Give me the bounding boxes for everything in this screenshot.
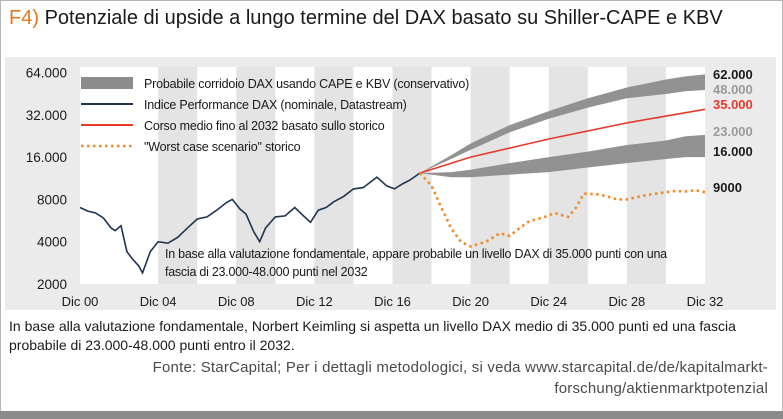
- end-label: 23.000: [713, 124, 753, 139]
- y-tick-label: 16.000: [26, 150, 67, 165]
- legend-swatch-corridor: [81, 77, 133, 89]
- legend-label: "Worst case scenario" storico: [144, 140, 301, 154]
- annotation-line: In base alla valutazione fondamentale, a…: [165, 247, 667, 261]
- x-tick-label: Dic 08: [218, 294, 255, 309]
- x-tick-label: Dic 28: [608, 294, 645, 309]
- x-tick-label: Dic 04: [140, 294, 177, 309]
- annotation-line: fascia di 23.000-48.000 punti nel 2032: [165, 265, 368, 279]
- x-tick-label: Dic 20: [452, 294, 489, 309]
- bottom-rule: [0, 411, 783, 419]
- y-tick-label: 2000: [37, 277, 67, 292]
- x-tick-label: Dic 12: [296, 294, 333, 309]
- chart-title: F4) Potenziale di upside a lungo termine…: [9, 7, 723, 30]
- end-label: 9000: [713, 180, 742, 195]
- shaded-band: [158, 67, 198, 284]
- legend-label: Probabile corridoio DAX usando CAPE e KB…: [144, 77, 469, 91]
- corridor-upper-band: [419, 74, 705, 174]
- dax-chart: 2000 4000 8000 16.000 32.000 64.000 Dic 00 Dic …: [26, 65, 753, 309]
- corridor-lower-band: [419, 134, 705, 178]
- dax-index-line: [79, 172, 421, 275]
- figure-title: Potenziale di upside a lungo termine del…: [44, 7, 723, 29]
- y-tick-label: 32.000: [26, 108, 67, 123]
- x-tick-label: Dic 32: [687, 294, 724, 309]
- x-tick-label: Dic 00: [62, 294, 99, 309]
- chart-caption: In base alla valutazione fondamentale, N…: [9, 318, 736, 353]
- shaded-band: [392, 67, 432, 284]
- legend-label: Indice Performance DAX (nominale, Datast…: [144, 98, 407, 112]
- x-tick-label: Dic 24: [530, 294, 567, 309]
- y-tick-label: 4000: [37, 235, 67, 250]
- figure-tag: F4): [9, 7, 39, 29]
- shaded-band: [236, 67, 276, 284]
- x-tick-label: Dic 16: [374, 294, 411, 309]
- end-label: 35.000: [713, 97, 753, 112]
- worst-case-line: [418, 172, 706, 248]
- legend-label: Corso medio fino al 2032 basato sullo st…: [144, 119, 385, 133]
- shaded-band: [314, 67, 354, 284]
- source-note: Fonte: StarCapital; Per i dettagli metod…: [152, 359, 768, 397]
- y-tick-label: 64.000: [26, 65, 67, 80]
- shaded-band: [626, 67, 666, 284]
- end-label: 48.000: [713, 82, 753, 97]
- mean-path-line: [419, 108, 706, 174]
- y-tick-label: 8000: [37, 192, 67, 207]
- end-label: 62.000: [713, 67, 753, 82]
- end-label: 16.000: [713, 144, 753, 159]
